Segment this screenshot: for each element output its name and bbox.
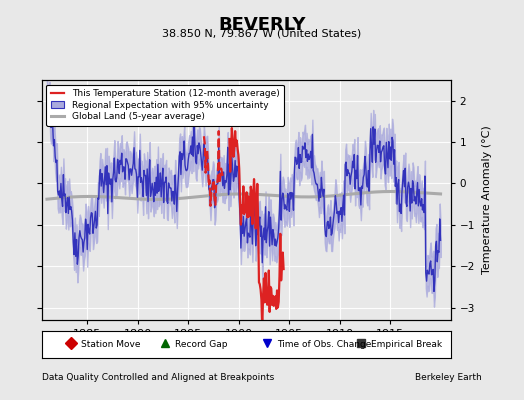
Text: Station Move: Station Move bbox=[81, 340, 140, 349]
Text: BEVERLY: BEVERLY bbox=[219, 16, 305, 34]
Text: 38.850 N, 79.867 W (United States): 38.850 N, 79.867 W (United States) bbox=[162, 29, 362, 39]
Text: Record Gap: Record Gap bbox=[175, 340, 227, 349]
Y-axis label: Temperature Anomaly (°C): Temperature Anomaly (°C) bbox=[482, 126, 492, 274]
Text: Data Quality Controlled and Aligned at Breakpoints: Data Quality Controlled and Aligned at B… bbox=[42, 373, 274, 382]
Legend: This Temperature Station (12-month average), Regional Expectation with 95% uncer: This Temperature Station (12-month avera… bbox=[47, 84, 284, 126]
Text: Berkeley Earth: Berkeley Earth bbox=[416, 373, 482, 382]
Text: Empirical Break: Empirical Break bbox=[371, 340, 442, 349]
Text: Time of Obs. Change: Time of Obs. Change bbox=[277, 340, 372, 349]
